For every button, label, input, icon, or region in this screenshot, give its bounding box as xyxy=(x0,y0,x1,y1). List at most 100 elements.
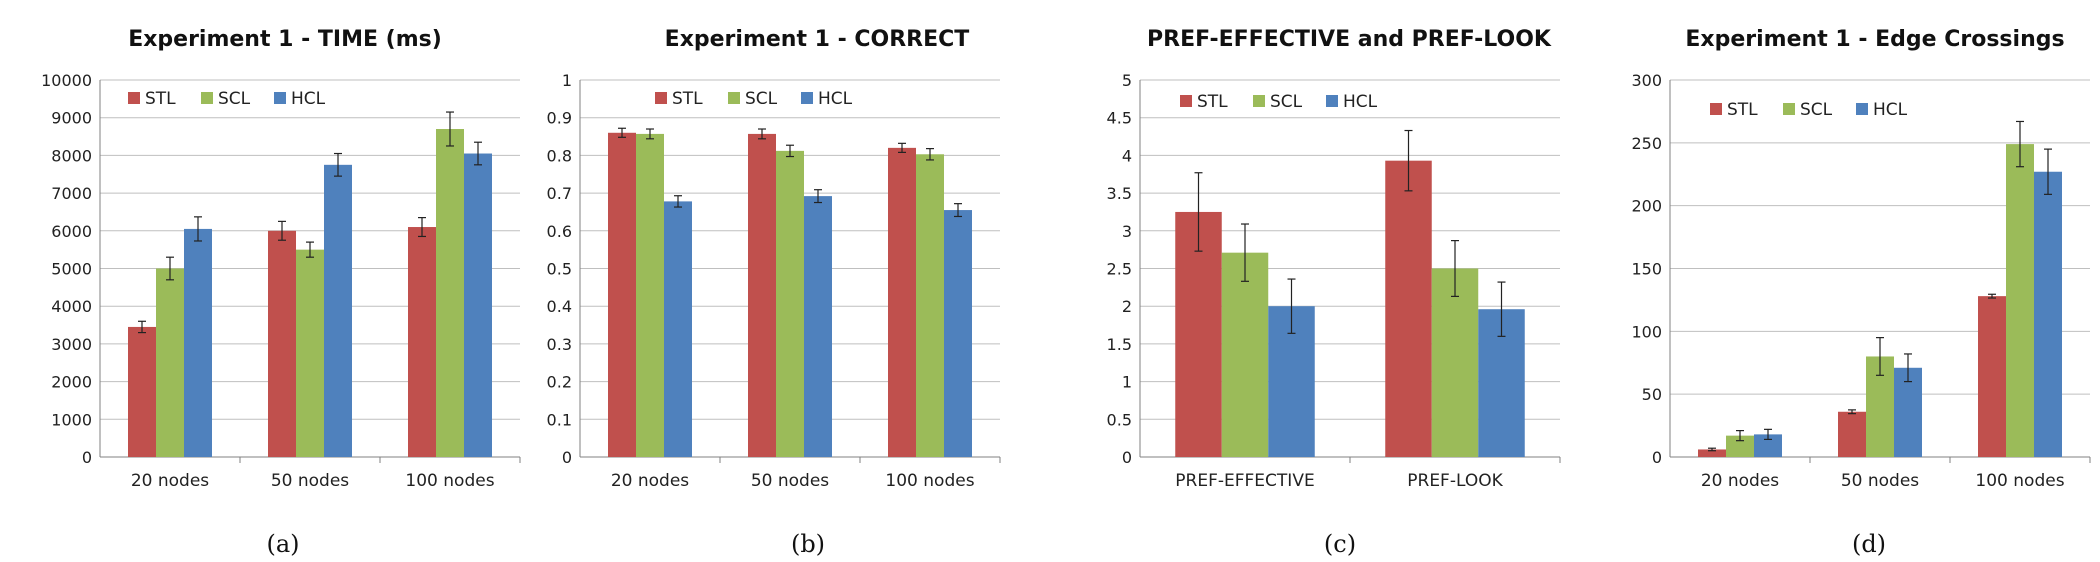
legend-swatch-hcl xyxy=(1326,95,1338,107)
y-tick-label: 200 xyxy=(1631,197,1662,216)
panel-caption: (b) xyxy=(791,530,825,558)
bar-scl xyxy=(1221,252,1269,457)
y-tick-label: 0.9 xyxy=(547,109,572,128)
legend-swatch-stl xyxy=(1710,103,1722,115)
y-tick-label: 2 xyxy=(1122,297,1132,316)
legend-swatch-stl xyxy=(1180,95,1192,107)
bar-stl xyxy=(408,227,436,457)
bar-hcl xyxy=(804,196,832,457)
legend-label: HCL xyxy=(1343,92,1378,112)
y-tick-label: 0 xyxy=(1652,448,1662,467)
y-tick-label: 0.5 xyxy=(547,260,572,279)
x-category-label: 20 nodes xyxy=(1701,471,1779,491)
legend-label: HCL xyxy=(818,89,853,109)
bar-scl xyxy=(636,133,664,457)
chart-title: Experiment 1 - CORRECT xyxy=(665,27,970,52)
bar-scl xyxy=(296,249,324,457)
bar-scl xyxy=(1431,268,1479,457)
y-tick-label: 1 xyxy=(1122,373,1132,392)
y-tick-label: 0 xyxy=(1122,448,1132,467)
legend-swatch-scl xyxy=(1253,95,1265,107)
panel-caption: (c) xyxy=(1324,530,1356,558)
x-category-label: 100 nodes xyxy=(885,471,974,491)
x-category-label: 100 nodes xyxy=(1975,471,2064,491)
y-tick-label: 0.6 xyxy=(547,222,572,241)
y-tick-label: 0.2 xyxy=(547,373,572,392)
legend-swatch-stl xyxy=(655,92,667,104)
bar-stl xyxy=(1698,449,1726,457)
x-category-label: 20 nodes xyxy=(131,471,209,491)
legend-label: STL xyxy=(1727,100,1758,120)
y-tick-label: 3.5 xyxy=(1107,184,1132,203)
bar-stl xyxy=(1978,296,2006,457)
x-category-label: PREF-LOOK xyxy=(1407,471,1503,491)
y-tick-label: 7000 xyxy=(51,184,92,203)
x-category-label: 20 nodes xyxy=(611,471,689,491)
bar-hcl xyxy=(2034,171,2062,457)
legend-swatch-scl xyxy=(1783,103,1795,115)
y-tick-label: 100 xyxy=(1631,322,1662,341)
legend-label: STL xyxy=(1197,92,1228,112)
y-tick-label: 3 xyxy=(1122,222,1132,241)
y-tick-label: 0.8 xyxy=(547,146,572,165)
y-tick-label: 6000 xyxy=(51,222,92,241)
y-tick-label: 0.7 xyxy=(547,184,572,203)
y-tick-label: 4.5 xyxy=(1107,109,1132,128)
legend-label: SCL xyxy=(745,89,778,109)
chart-panel-3: PREF-EFFECTIVE and PREF-LOOK 0 0.5 1 1.5 2 2.5… xyxy=(1107,27,1561,558)
y-tick-label: 2.5 xyxy=(1107,260,1132,279)
y-tick-label: 0.4 xyxy=(547,297,572,316)
y-tick-label: 5 xyxy=(1122,71,1132,90)
legend-label: SCL xyxy=(1270,92,1303,112)
y-tick-label: 0.5 xyxy=(1107,410,1132,429)
bar-stl xyxy=(128,326,156,457)
bar-scl xyxy=(436,129,464,457)
y-tick-label: 0.1 xyxy=(547,410,572,429)
x-category-label: 50 nodes xyxy=(751,471,829,491)
y-tick-label: 3000 xyxy=(51,335,92,354)
y-tick-label: 0.3 xyxy=(547,335,572,354)
y-tick-label: 300 xyxy=(1631,71,1662,90)
y-tick-label: 0 xyxy=(82,448,92,467)
legend-swatch-scl xyxy=(728,92,740,104)
y-tick-label: 150 xyxy=(1631,260,1662,279)
chart-panel-4: Experiment 1 - Edge Crossings 0 50 100 150 20… xyxy=(1631,27,2091,558)
legend-label: SCL xyxy=(1800,100,1833,120)
y-tick-label: 1000 xyxy=(51,410,92,429)
legend-swatch-stl xyxy=(128,92,140,104)
legend-label: STL xyxy=(145,89,176,109)
bar-stl xyxy=(1385,160,1432,458)
bar-stl xyxy=(1175,211,1222,457)
y-tick-label: 1 xyxy=(562,71,572,90)
chart-panel-2: Experiment 1 - CORRECT 0 0.1 0.2 0.3 0.4 0.5 0.… xyxy=(547,27,1001,558)
bar-scl xyxy=(776,150,804,457)
chart-title: Experiment 1 - Edge Crossings xyxy=(1685,27,2064,52)
chart-title: Experiment 1 - TIME (ms) xyxy=(128,27,442,52)
bar-stl xyxy=(888,147,916,458)
y-tick-label: 4000 xyxy=(51,297,92,316)
bar-scl xyxy=(1726,435,1754,457)
bar-hcl xyxy=(324,164,352,457)
y-tick-label: 250 xyxy=(1631,134,1662,153)
bar-hcl xyxy=(664,201,692,457)
x-category-label: PREF-EFFECTIVE xyxy=(1175,471,1314,491)
bar-hcl xyxy=(464,153,492,457)
y-tick-label: 8000 xyxy=(51,146,92,165)
legend-label: SCL xyxy=(218,89,251,109)
bar-hcl xyxy=(1894,367,1922,457)
x-category-label: 50 nodes xyxy=(271,471,349,491)
chart-panel-1: Experiment 1 - TIME (ms) 0 1000 2000 3000 400… xyxy=(41,27,521,558)
legend-swatch-scl xyxy=(201,92,213,104)
bar-scl xyxy=(916,154,944,458)
y-tick-label: 4 xyxy=(1122,146,1132,165)
bar-stl xyxy=(268,230,296,457)
panel-caption: (d) xyxy=(1852,530,1886,558)
bar-scl xyxy=(156,268,184,457)
x-category-label: 100 nodes xyxy=(405,471,494,491)
legend-swatch-hcl xyxy=(1856,103,1868,115)
x-category-label: 50 nodes xyxy=(1841,471,1919,491)
legend-label: STL xyxy=(672,89,703,109)
y-tick-label: 0 xyxy=(562,448,572,467)
bar-scl xyxy=(2006,144,2034,457)
